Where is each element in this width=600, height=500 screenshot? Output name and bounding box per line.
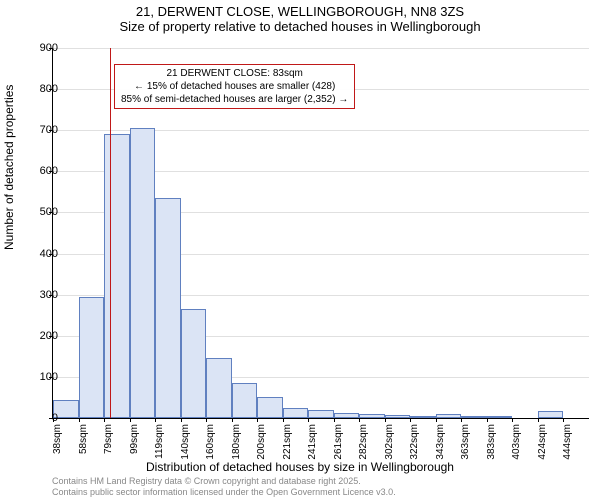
annotation-box: 21 DERWENT CLOSE: 83sqm← 15% of detached… (114, 64, 355, 109)
histogram-bar (206, 358, 232, 418)
x-tick-mark (385, 418, 386, 422)
marker-line (110, 48, 111, 418)
x-tick-mark (130, 418, 131, 422)
x-tick-label: 282sqm (358, 424, 369, 464)
annotation-line3: 85% of semi-detached houses are larger (… (121, 93, 348, 106)
x-tick-mark (232, 418, 233, 422)
x-tick-mark (308, 418, 309, 422)
x-tick-label: 424sqm (537, 424, 548, 464)
x-tick-label: 140sqm (180, 424, 191, 464)
x-tick-mark (410, 418, 411, 422)
y-tick-label: 800 (28, 83, 58, 95)
x-tick-mark (334, 418, 335, 422)
histogram-bar (359, 414, 385, 418)
x-tick-label: 58sqm (78, 424, 89, 464)
x-tick-label: 343sqm (435, 424, 446, 464)
y-tick-label: 700 (28, 124, 58, 136)
y-tick-label: 900 (28, 42, 58, 54)
annotation-line2: ← 15% of detached houses are smaller (42… (121, 80, 348, 93)
chart-subtitle: Size of property relative to detached ho… (0, 19, 600, 34)
x-tick-label: 38sqm (52, 424, 63, 464)
histogram-bar (308, 410, 334, 418)
x-tick-label: 241sqm (307, 424, 318, 464)
histogram-bar (461, 416, 487, 418)
x-tick-label: 221sqm (282, 424, 293, 464)
histogram-bar (181, 309, 207, 418)
histogram-bar (334, 413, 360, 418)
histogram-bar (155, 198, 181, 418)
x-tick-mark (512, 418, 513, 422)
x-tick-mark (155, 418, 156, 422)
histogram-bar (538, 411, 564, 418)
x-tick-mark (104, 418, 105, 422)
histogram-bar (385, 415, 411, 418)
histogram-bar (410, 416, 436, 418)
x-tick-mark (461, 418, 462, 422)
x-tick-mark (538, 418, 539, 422)
chart-title-block: 21, DERWENT CLOSE, WELLINGBOROUGH, NN8 3… (0, 4, 600, 34)
x-tick-label: 160sqm (205, 424, 216, 464)
chart-container: 21, DERWENT CLOSE, WELLINGBOROUGH, NN8 3… (0, 0, 600, 500)
histogram-bar (232, 383, 258, 418)
x-axis-label: Distribution of detached houses by size … (0, 460, 600, 474)
x-tick-label: 322sqm (409, 424, 420, 464)
y-tick-label: 400 (28, 248, 58, 260)
x-tick-mark (359, 418, 360, 422)
y-tick-label: 100 (28, 371, 58, 383)
chart-title: 21, DERWENT CLOSE, WELLINGBOROUGH, NN8 3… (0, 4, 600, 19)
x-tick-mark (257, 418, 258, 422)
x-tick-label: 119sqm (154, 424, 165, 464)
x-tick-label: 444sqm (562, 424, 573, 464)
histogram-bar (130, 128, 156, 418)
attribution: Contains HM Land Registry data © Crown c… (52, 476, 396, 498)
x-tick-label: 383sqm (486, 424, 497, 464)
x-tick-mark (563, 418, 564, 422)
x-tick-label: 302sqm (384, 424, 395, 464)
x-tick-label: 363sqm (460, 424, 471, 464)
x-tick-mark (436, 418, 437, 422)
x-tick-mark (206, 418, 207, 422)
x-tick-mark (79, 418, 80, 422)
histogram-bar (79, 297, 105, 418)
x-tick-label: 99sqm (129, 424, 140, 464)
histogram-bar (283, 408, 309, 418)
x-tick-mark (487, 418, 488, 422)
x-tick-label: 261sqm (333, 424, 344, 464)
x-tick-label: 200sqm (256, 424, 267, 464)
y-tick-label: 500 (28, 206, 58, 218)
histogram-bar (436, 414, 462, 418)
y-tick-label: 200 (28, 330, 58, 342)
annotation-line1: 21 DERWENT CLOSE: 83sqm (121, 67, 348, 80)
x-tick-mark (181, 418, 182, 422)
histogram-bar (104, 134, 130, 418)
x-tick-mark (283, 418, 284, 422)
gridline (53, 48, 589, 49)
y-tick-label: 0 (28, 412, 58, 424)
attribution-line1: Contains HM Land Registry data © Crown c… (52, 476, 396, 487)
y-axis-label: Number of detached properties (2, 85, 16, 250)
x-tick-label: 403sqm (511, 424, 522, 464)
y-tick-label: 600 (28, 165, 58, 177)
x-tick-label: 79sqm (103, 424, 114, 464)
histogram-bar (257, 397, 283, 418)
attribution-line2: Contains public sector information licen… (52, 487, 396, 498)
x-tick-label: 180sqm (231, 424, 242, 464)
histogram-bar (487, 416, 513, 418)
y-tick-label: 300 (28, 289, 58, 301)
